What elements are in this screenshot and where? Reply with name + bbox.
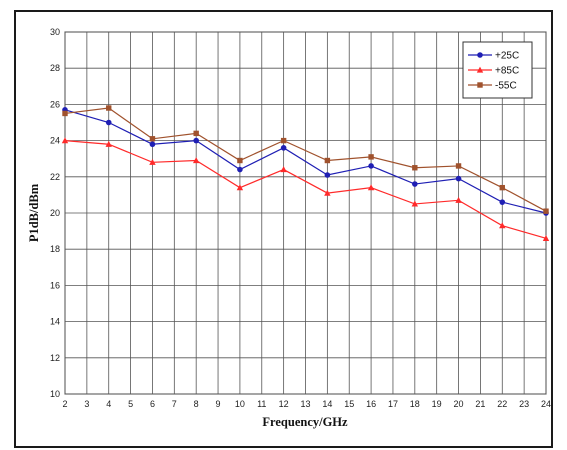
x-tick-label: 17 (388, 399, 398, 409)
data-point-minus55c (62, 110, 68, 117)
data-point-minus55c (280, 137, 287, 144)
data-point-minus55c (106, 105, 112, 111)
y-tick-label: 22 (50, 172, 60, 182)
x-tick-label: 6 (150, 399, 155, 409)
data-point-plus85c (542, 234, 550, 241)
x-tick-label: 10 (235, 399, 245, 409)
x-tick-label: 15 (344, 399, 354, 409)
legend-marker-plus85c (476, 66, 484, 73)
x-tick-label: 18 (410, 399, 420, 409)
x-tick-label: 23 (519, 399, 529, 409)
data-point-plus85c (280, 166, 287, 173)
x-tick-label: 22 (497, 399, 507, 409)
data-point-plus85c (499, 222, 506, 229)
data-point-plus25c (368, 163, 374, 169)
data-point-plus85c (149, 158, 156, 165)
y-tick-label: 16 (50, 280, 60, 290)
x-tick-label: 14 (322, 399, 332, 409)
data-point-plus85c (105, 140, 112, 147)
data-point-plus85c (61, 137, 69, 144)
x-tick-label: 5 (128, 399, 133, 409)
legend-label-plus85c: +85C (495, 66, 519, 77)
x-tick-label: 13 (300, 399, 310, 409)
legend-label-plus25c: +25C (495, 51, 519, 62)
x-tick-label: 3 (84, 399, 89, 409)
axis-tick-labels: 2 3 4 5 6 7 8 9 10 11 12 13 14 15 16 17 18 19 20 21 22 23 2410… (50, 27, 551, 409)
series-line-plus25c (64, 109, 547, 214)
data-point-plus25c (193, 137, 199, 144)
y-tick-label: 18 (50, 244, 60, 254)
x-tick-label: 11 (257, 399, 266, 409)
data-point-plus25c (280, 145, 287, 151)
data-point-minus55c (237, 157, 243, 164)
y-tick-label: 24 (50, 136, 60, 146)
data-point-minus55c (543, 208, 549, 214)
x-tick-label: 24 (541, 399, 551, 409)
data-point-plus25c (149, 141, 156, 148)
data-point-plus85c (367, 184, 375, 191)
data-point-plus85c (324, 189, 331, 196)
x-tick-label: 4 (106, 399, 111, 409)
legend-marker-minus55c (477, 82, 483, 88)
x-tick-label: 19 (432, 399, 442, 409)
data-point-minus55c (455, 163, 462, 169)
data-point-minus55c (368, 154, 374, 160)
x-tick-label: 16 (366, 399, 376, 409)
data-point-plus85c (236, 184, 244, 191)
data-point-minus55c (324, 157, 331, 164)
y-tick-label: 28 (50, 63, 60, 73)
data-point-plus25c (324, 172, 331, 178)
series-line-plus85c (64, 140, 547, 239)
data-point-plus85c (192, 157, 200, 164)
data-point-minus55c (499, 184, 505, 191)
y-axis-title: P1dB/dBm (27, 183, 41, 242)
data-point-plus25c (237, 166, 243, 173)
y-tick-label: 20 (50, 208, 60, 218)
x-tick-label: 20 (454, 399, 464, 409)
data-point-minus55c (193, 130, 199, 137)
series-markers (61, 105, 550, 241)
x-tick-label: 2 (62, 399, 67, 409)
data-point-plus25c (412, 181, 418, 187)
x-tick-label: 9 (216, 399, 221, 409)
data-point-plus85c (411, 200, 419, 207)
data-point-minus55c (412, 165, 418, 171)
legend-marker-plus25c (477, 52, 483, 58)
legend-label-minus55c: -55C (495, 81, 517, 92)
chart-frame: 2 3 4 5 6 7 8 9 10 11 12 13 14 15 16 17 18 19 20 21 22 23 24 10… (14, 10, 553, 448)
series-line-minus55c (64, 107, 547, 212)
y-tick-label: 30 (50, 27, 60, 37)
data-point-plus25c (455, 175, 462, 182)
data-point-plus25c (499, 199, 506, 205)
x-tick-label: 12 (279, 399, 289, 409)
x-tick-label: 21 (475, 399, 485, 409)
series-lines (64, 107, 547, 239)
x-tick-label: 7 (172, 399, 177, 409)
data-point-minus55c (149, 136, 156, 142)
p1db-line-chart: 2 3 4 5 6 7 8 9 10 11 12 13 14 15 16 17 18 19 20 21 22 23 2410… (27, 27, 551, 429)
y-tick-label: 12 (50, 353, 60, 363)
y-tick-label: 14 (50, 317, 60, 327)
x-axis-title: Frequency/GHz (262, 415, 348, 429)
data-point-plus25c (105, 119, 112, 126)
data-point-plus85c (455, 196, 462, 203)
y-tick-label: 26 (50, 99, 60, 109)
x-tick-label: 8 (194, 399, 199, 409)
legend: +25C +85C -55C (462, 41, 533, 99)
y-tick-label: 10 (50, 389, 60, 399)
